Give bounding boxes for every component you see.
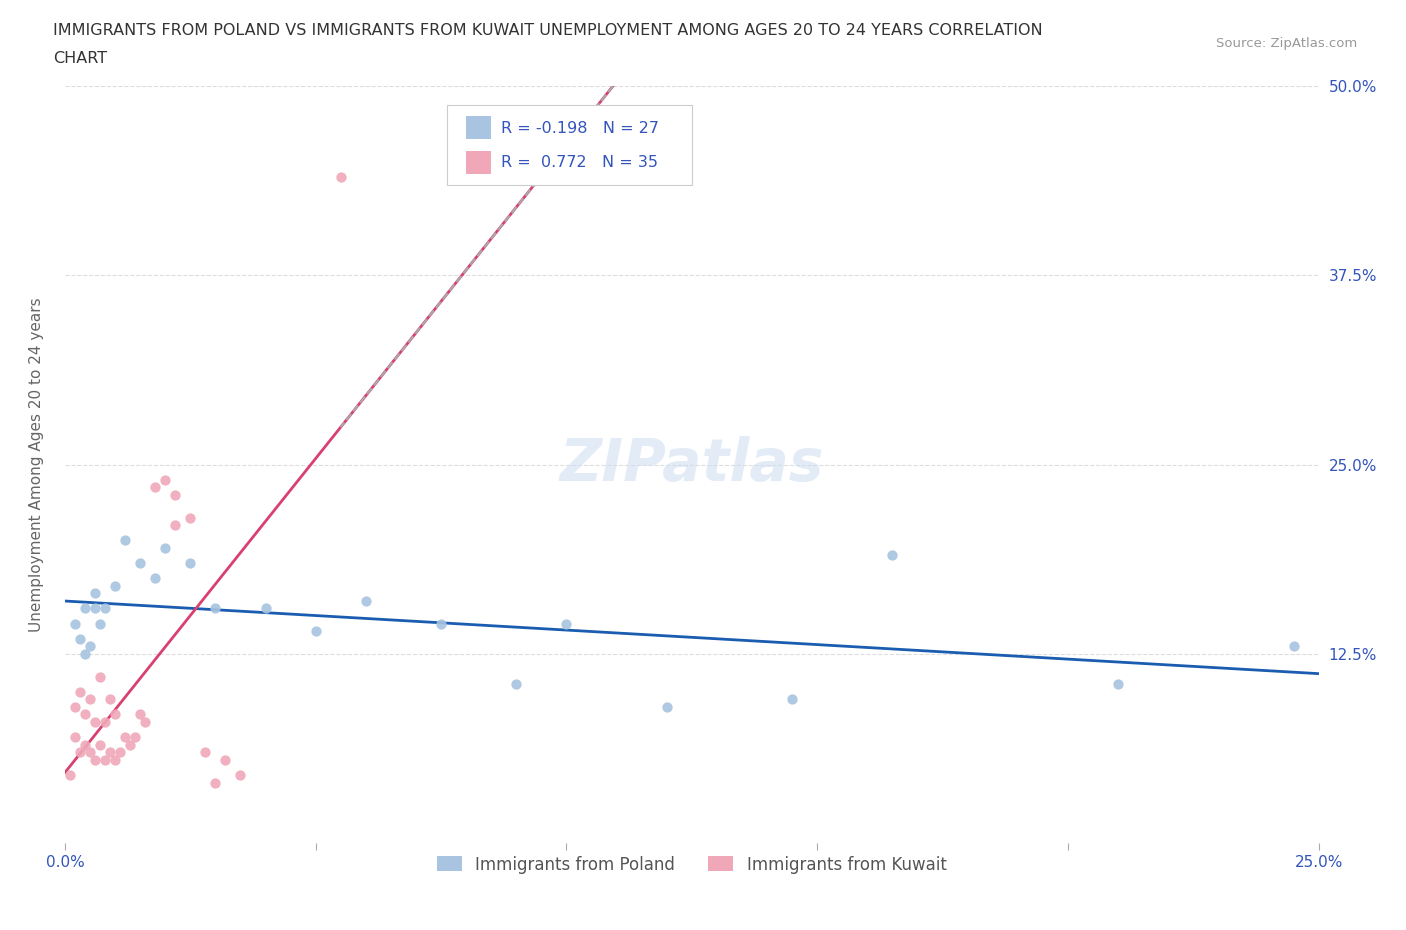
Point [59,767,82,782]
Point [104,578,127,593]
Point [73,737,96,752]
Point [69,745,91,760]
Point [129,707,152,722]
Y-axis label: Unemployment Among Ages 20 to 24 years: Unemployment Among Ages 20 to 24 years [30,298,44,632]
Point [780,692,803,707]
Point [194,745,217,760]
Point [305,624,328,639]
Point [84,714,107,729]
Point [143,480,166,495]
Point [104,752,127,767]
FancyBboxPatch shape [447,105,692,184]
FancyBboxPatch shape [467,116,491,139]
Point [204,776,226,790]
FancyBboxPatch shape [467,151,491,174]
Point [124,730,146,745]
Point [655,699,678,714]
Point [134,714,156,729]
Point [204,601,226,616]
Point [430,617,453,631]
Point [84,601,107,616]
Point [98,745,121,760]
Point [79,692,101,707]
Point [94,601,117,616]
Text: ZIPatlas: ZIPatlas [560,436,824,493]
Point [153,472,176,487]
Point [94,714,117,729]
Point [143,571,166,586]
Point [114,533,136,548]
Point [104,707,127,722]
Point [114,730,136,745]
Point [79,745,101,760]
Point [73,601,96,616]
Point [129,555,152,570]
Point [89,737,111,752]
Point [179,555,201,570]
Point [1282,639,1305,654]
Point [73,646,96,661]
Point [120,737,142,752]
Point [229,767,252,782]
Legend: Immigrants from Poland, Immigrants from Kuwait: Immigrants from Poland, Immigrants from … [430,849,953,881]
Point [354,593,377,608]
Point [89,670,111,684]
Text: CHART: CHART [53,51,107,66]
Point [89,617,111,631]
Text: R =  0.772   N = 35: R = 0.772 N = 35 [501,155,658,170]
Text: IMMIGRANTS FROM POLAND VS IMMIGRANTS FROM KUWAIT UNEMPLOYMENT AMONG AGES 20 TO 2: IMMIGRANTS FROM POLAND VS IMMIGRANTS FRO… [53,23,1043,38]
Text: Source: ZipAtlas.com: Source: ZipAtlas.com [1216,37,1357,50]
Point [98,692,121,707]
Point [63,699,86,714]
Point [63,617,86,631]
Point [165,487,187,502]
Point [153,540,176,555]
Point [108,745,131,760]
Point [73,707,96,722]
Point [254,601,277,616]
Point [84,752,107,767]
Point [1107,677,1129,692]
Point [329,169,352,184]
Point [69,631,91,646]
Point [69,684,91,699]
Point [165,518,187,533]
Text: R = -0.198   N = 27: R = -0.198 N = 27 [501,121,659,136]
Point [555,617,578,631]
Point [505,677,527,692]
Point [882,548,904,563]
Point [79,639,101,654]
Point [63,730,86,745]
Point [179,511,201,525]
Point [94,752,117,767]
Point [214,752,236,767]
Point [84,586,107,601]
